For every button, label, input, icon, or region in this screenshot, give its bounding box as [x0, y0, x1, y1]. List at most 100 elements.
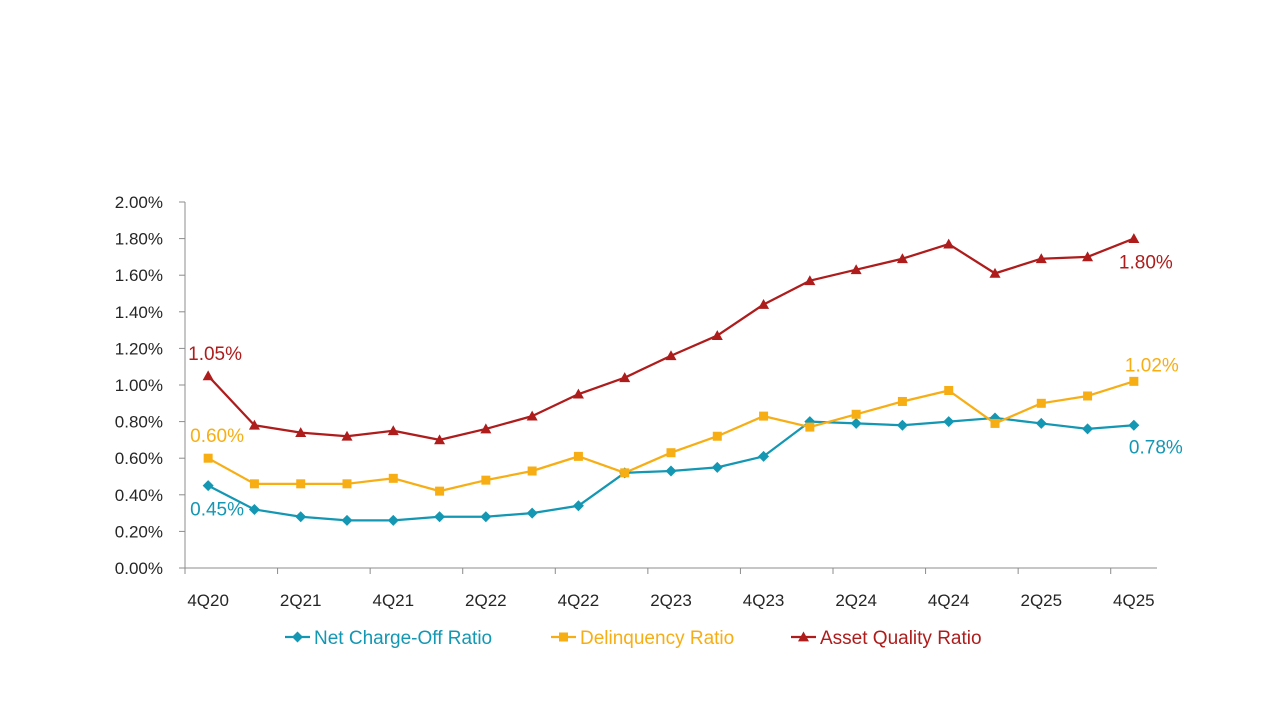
legend-item: Delinquency Ratio: [551, 628, 734, 649]
data-point: [1035, 417, 1047, 429]
data-labels: 0.45% 0.78% 0.60% 1.02% 1.05% 1.80%: [188, 253, 1183, 521]
series-asset-quality-ratio: [202, 233, 1140, 445]
data-point: [759, 411, 769, 421]
x-tick-label: 4Q21: [372, 591, 414, 610]
data-point: [202, 480, 214, 492]
data-point: [850, 417, 862, 429]
data-label: 1.80%: [1119, 253, 1173, 274]
data-point: [758, 298, 770, 309]
data-point: [711, 330, 723, 340]
data-point: [711, 461, 723, 473]
data-point: [758, 450, 770, 462]
data-point: [203, 453, 213, 463]
data-label: 1.05%: [188, 344, 242, 365]
data-label: 0.78%: [1129, 437, 1183, 458]
y-tick-label: 0.80%: [115, 413, 163, 432]
data-point: [435, 486, 445, 496]
data-point: [480, 423, 492, 434]
y-tick-label: 1.20%: [115, 339, 163, 358]
data-point: [527, 466, 537, 476]
legend-marker: [559, 632, 568, 642]
data-point: [620, 468, 630, 478]
data-point: [387, 514, 399, 526]
series-delinquency-ratio: [203, 376, 1139, 496]
data-point: [480, 511, 492, 523]
data-point: [249, 479, 259, 489]
data-point: [1035, 253, 1047, 264]
y-tick-label: 1.60%: [115, 266, 163, 285]
data-point: [1129, 376, 1139, 386]
data-point: [202, 370, 214, 381]
data-point: [896, 253, 908, 264]
data-point: [1082, 251, 1094, 262]
legend-item: Net Charge-Off Ratio: [285, 628, 492, 649]
x-tick-label: 2Q23: [650, 591, 692, 610]
data-point: [1082, 423, 1094, 435]
data-point: [943, 416, 955, 428]
data-label: 0.60%: [190, 426, 244, 447]
data-point: [434, 434, 446, 445]
data-point: [851, 409, 861, 419]
x-tick-label: 2Q21: [280, 591, 322, 610]
data-point: [619, 372, 631, 383]
data-point: [295, 427, 307, 437]
data-point: [572, 388, 584, 399]
data-point: [526, 507, 538, 519]
legend-marker: [798, 631, 809, 642]
legend-marker: [292, 631, 303, 643]
data-point: [1036, 398, 1046, 408]
x-tick-label: 2Q24: [835, 591, 877, 610]
y-tick-label: 1.00%: [115, 376, 163, 395]
data-point: [526, 410, 538, 421]
data-point: [665, 465, 677, 477]
data-point: [387, 425, 399, 436]
data-point: [712, 431, 722, 441]
legend-item: Asset Quality Ratio: [791, 628, 982, 649]
data-point: [341, 514, 353, 526]
data-point: [388, 473, 398, 483]
x-tick-label: 4Q23: [743, 591, 785, 610]
data-point: [248, 419, 260, 430]
data-point: [573, 451, 583, 461]
data-point: [944, 385, 954, 395]
legend-label: Net Charge-Off Ratio: [314, 628, 492, 649]
data-point: [850, 264, 862, 275]
y-tick-label: 0.60%: [115, 449, 163, 468]
data-point: [572, 500, 584, 512]
legend-label: Delinquency Ratio: [580, 628, 734, 649]
data-point: [666, 448, 676, 458]
data-point: [897, 396, 907, 406]
y-tick-label: 2.00%: [115, 193, 163, 212]
data-point: [805, 422, 815, 432]
data-point: [296, 479, 306, 489]
x-tick-label: 4Q22: [558, 591, 600, 610]
y-tick-label: 0.20%: [115, 522, 163, 541]
axes: 0.00% 0.20% 0.40% 0.60% 0.80% 1.00% 1.20% 1.40%…: [115, 193, 1157, 610]
data-point: [1128, 419, 1140, 431]
data-point: [896, 419, 908, 431]
y-tick-label: 0.00%: [115, 559, 163, 578]
data-point: [1083, 391, 1093, 401]
data-point: [989, 267, 1001, 278]
data-point: [434, 511, 446, 523]
y-tick-label: 1.40%: [115, 303, 163, 322]
series-net-charge-off-ratio: [202, 412, 1140, 526]
x-tick-label: 2Q22: [465, 591, 507, 610]
data-point: [1128, 233, 1140, 243]
x-tick-label: 2Q25: [1020, 591, 1062, 610]
data-point: [481, 475, 491, 485]
data-label: 0.45%: [190, 500, 244, 521]
legend-label: Asset Quality Ratio: [820, 628, 982, 649]
data-point: [665, 350, 677, 361]
data-point: [295, 511, 307, 523]
data-point: [342, 479, 352, 489]
data-point: [341, 430, 353, 441]
x-tick-label: 4Q24: [928, 591, 970, 610]
y-tick-label: 1.80%: [115, 230, 163, 249]
data-point: [943, 238, 955, 249]
legend: Net Charge-Off Ratio Delinquency Ratio Ass…: [285, 628, 982, 649]
data-point: [990, 418, 1000, 428]
data-point: [248, 503, 260, 515]
y-tick-label: 0.40%: [115, 486, 163, 505]
